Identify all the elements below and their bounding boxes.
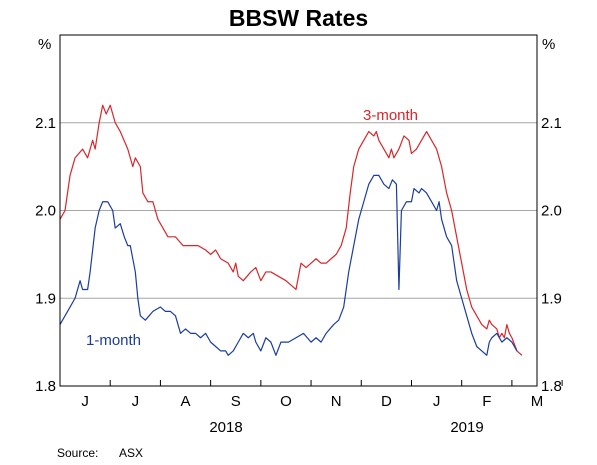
y-tick-left-1.8: 1.8: [35, 378, 56, 395]
x-tick-label-1: J: [132, 393, 140, 410]
series-label-1-month: 1-month: [86, 332, 141, 349]
plot-frame: [59, 34, 538, 387]
x-tick-label-5: N: [331, 393, 342, 410]
x-year-2018: 2018: [209, 419, 242, 436]
y-tick-right-2.0: 2.0: [541, 203, 562, 220]
series-line-3-month: [59, 104, 523, 356]
y-ticks: 1.8 1.8 1.9 1.9 2.0 2.0 2.1 2.1: [35, 115, 562, 395]
x-tick-label-0: J: [81, 393, 89, 410]
x-tick-label-7: J: [433, 393, 441, 410]
y-unit-left: %: [38, 36, 51, 53]
x-tick-label-9: M: [531, 393, 544, 410]
x-tick-label-2: A: [181, 393, 191, 410]
x-tick-label-8: F: [482, 393, 491, 410]
series-label-3-month: 3-month: [363, 107, 418, 124]
source-label: Source:: [57, 446, 98, 460]
y-tick-left-2.0: 2.0: [35, 203, 56, 220]
gridlines: [60, 122, 537, 299]
y-tick-left-2.1: 2.1: [35, 115, 56, 132]
series-line-1-month: [59, 174, 518, 356]
y-tick-right-2.1: 2.1: [541, 115, 562, 132]
source-value: ASX: [119, 446, 143, 460]
y-tick-right-1.9: 1.9: [541, 290, 562, 307]
x-tick-label-6: D: [381, 393, 392, 410]
x-year-2019: 2019: [450, 419, 483, 436]
y-tick-left-1.9: 1.9: [35, 290, 56, 307]
x-tick-label-4: O: [280, 393, 292, 410]
y-unit-right: %: [542, 36, 555, 53]
x-tick-label-3: S: [231, 393, 241, 410]
series-lines: [59, 104, 523, 356]
chart-title: BBSW Rates: [229, 5, 368, 31]
y-tick-right-1.8: 1.8: [541, 378, 562, 395]
